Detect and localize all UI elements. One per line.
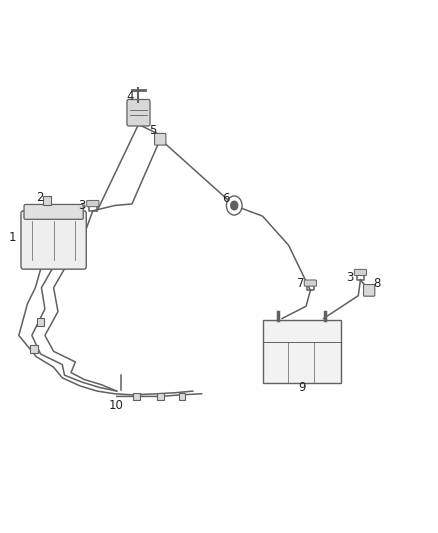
FancyBboxPatch shape: [30, 345, 38, 353]
FancyBboxPatch shape: [364, 285, 375, 296]
Text: 9: 9: [298, 381, 305, 394]
FancyBboxPatch shape: [155, 133, 166, 145]
FancyBboxPatch shape: [354, 269, 367, 276]
FancyBboxPatch shape: [37, 318, 45, 326]
FancyBboxPatch shape: [133, 393, 140, 400]
Text: 3: 3: [78, 199, 85, 212]
Text: 5: 5: [149, 124, 156, 137]
Text: 10: 10: [109, 399, 123, 412]
FancyBboxPatch shape: [262, 319, 341, 383]
FancyBboxPatch shape: [43, 196, 51, 205]
Text: 2: 2: [36, 191, 43, 204]
Text: 4: 4: [126, 90, 134, 103]
Text: 3: 3: [346, 271, 353, 284]
Circle shape: [226, 196, 242, 215]
FancyBboxPatch shape: [87, 200, 99, 207]
Circle shape: [231, 201, 238, 210]
Text: 1: 1: [8, 231, 16, 244]
FancyBboxPatch shape: [157, 393, 164, 400]
Text: 7: 7: [297, 277, 304, 290]
FancyBboxPatch shape: [304, 280, 317, 286]
Text: 6: 6: [222, 192, 229, 205]
FancyBboxPatch shape: [21, 211, 86, 269]
FancyBboxPatch shape: [179, 393, 185, 400]
Text: 8: 8: [373, 277, 380, 290]
FancyBboxPatch shape: [24, 205, 83, 219]
FancyBboxPatch shape: [127, 100, 150, 126]
